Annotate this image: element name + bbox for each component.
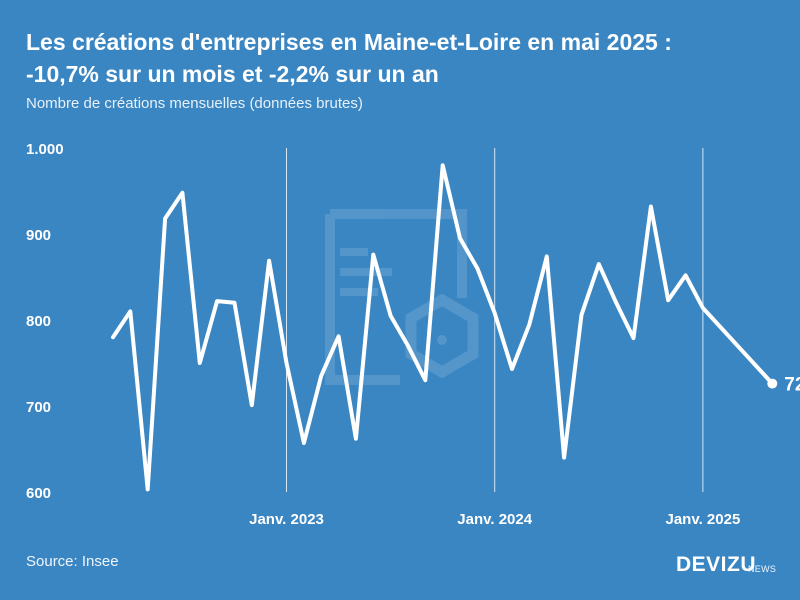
data-point: [216, 300, 218, 302]
data-point: [286, 362, 287, 364]
chart-title: Les créations d'entreprises en Maine-et-…: [26, 26, 786, 90]
data-point: [199, 362, 201, 364]
data-point: [164, 218, 166, 220]
data-point: [546, 255, 548, 257]
data-point: [390, 315, 392, 317]
data-point: [181, 192, 183, 194]
data-point: [563, 457, 565, 459]
data-point: [580, 314, 582, 316]
x-axis: Janv. 2023 Janv. 2024 Janv. 2025: [249, 511, 740, 528]
brand-logo-sub: NEWS: [748, 564, 777, 574]
data-point: [355, 438, 357, 440]
title-line-1: Les créations d'entreprises en Maine-et-…: [26, 29, 672, 55]
last-point: [767, 378, 778, 389]
title-line-2: -10,7% sur un mois et -2,2% sur un an: [26, 61, 439, 87]
grid-lines: [286, 148, 704, 492]
brand-logo: DEVIZU: [676, 553, 757, 576]
y-tick-label: 600: [26, 485, 51, 502]
watermark-logo-icon: [325, 209, 479, 385]
data-point: [459, 237, 461, 239]
data-point: [320, 375, 322, 377]
data-point: [233, 302, 235, 304]
data-point: [251, 404, 253, 406]
y-tick-label: 900: [26, 227, 51, 244]
data-point: [112, 336, 114, 338]
data-point: [372, 254, 374, 256]
data-point: [338, 335, 340, 337]
chart-subtitle: Nombre de créations mensuelles (données …: [26, 95, 363, 112]
data-point: [442, 164, 444, 166]
last-value-label: 726: [784, 375, 800, 396]
y-axis: 600 700 800 900 1.000: [26, 141, 64, 502]
data-point: [476, 267, 478, 269]
data-point: [129, 310, 131, 312]
data-point: [650, 205, 652, 207]
data-point: [702, 307, 704, 309]
y-tick-label: 1.000: [26, 141, 64, 158]
y-tick-label: 700: [26, 399, 51, 416]
data-point: [685, 274, 687, 276]
data-point: [615, 302, 617, 304]
source-note: Source: Insee: [26, 553, 119, 570]
data-point: [494, 312, 496, 314]
data-point: [667, 299, 669, 301]
series-group: 726: [111, 163, 800, 492]
data-point: [147, 488, 149, 490]
y-tick-label: 800: [26, 313, 51, 330]
data-point: [511, 368, 513, 370]
data-point: [633, 337, 634, 339]
x-tick-label: Janv. 2025: [666, 511, 741, 528]
data-point: [598, 263, 600, 265]
x-tick-label: Janv. 2024: [457, 511, 532, 528]
data-point: [528, 323, 530, 325]
data-point: [424, 379, 426, 381]
data-point: [407, 345, 409, 347]
x-tick-label: Janv. 2023: [249, 511, 324, 528]
data-point: [303, 442, 305, 444]
series-line: [111, 163, 775, 492]
data-point: [268, 260, 270, 262]
